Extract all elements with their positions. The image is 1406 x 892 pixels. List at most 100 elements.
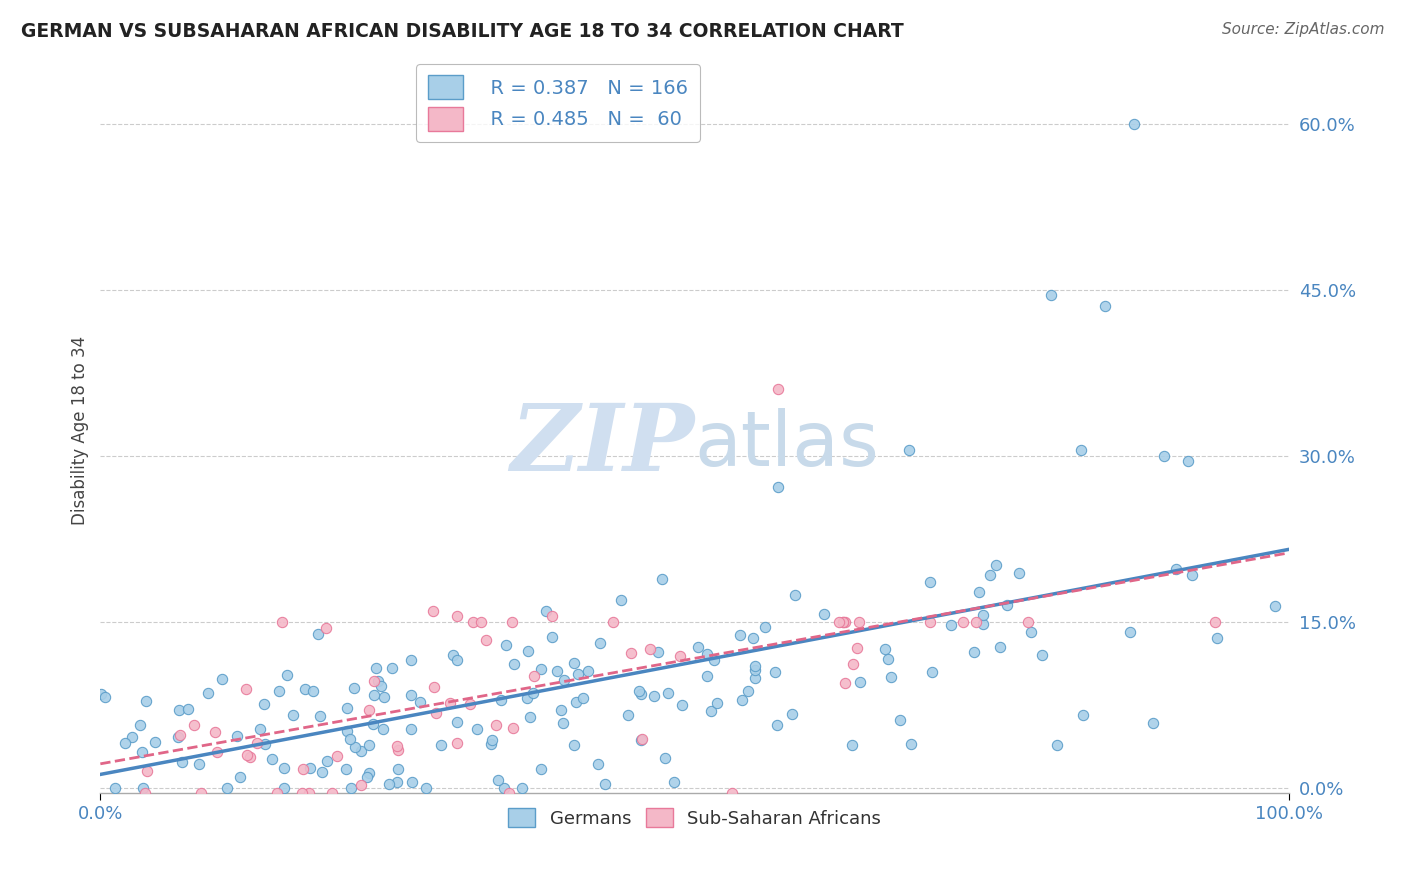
- Point: [381, 661, 404, 675]
- Point: [292, 762, 315, 776]
- Point: [832, 615, 855, 629]
- Point: [273, 780, 295, 795]
- Point: [479, 738, 502, 752]
- Point: [1070, 443, 1092, 458]
- Point: [979, 568, 1001, 582]
- Point: [918, 575, 941, 590]
- Point: [1008, 566, 1031, 580]
- Point: [1017, 615, 1039, 629]
- Point: [630, 733, 652, 747]
- Text: GERMAN VS SUBSAHARAN AFRICAN DISABILITY AGE 18 TO 34 CORRELATION CHART: GERMAN VS SUBSAHARAN AFRICAN DISABILITY …: [21, 22, 904, 41]
- Point: [939, 618, 962, 632]
- Point: [1177, 454, 1199, 468]
- Point: [972, 617, 994, 632]
- Point: [1094, 300, 1116, 314]
- Point: [952, 615, 974, 629]
- Point: [340, 780, 363, 795]
- Text: ZIP: ZIP: [510, 401, 695, 491]
- Point: [565, 695, 588, 709]
- Point: [446, 736, 468, 750]
- Point: [589, 635, 612, 649]
- Point: [546, 665, 568, 679]
- Point: [335, 763, 357, 777]
- Point: [921, 665, 943, 679]
- Point: [967, 584, 990, 599]
- Point: [1071, 707, 1094, 722]
- Point: [364, 661, 387, 675]
- Point: [359, 703, 381, 717]
- Point: [889, 713, 911, 727]
- Point: [370, 679, 392, 693]
- Point: [458, 697, 481, 711]
- Point: [131, 745, 153, 759]
- Point: [1164, 562, 1187, 576]
- Point: [446, 609, 468, 624]
- Point: [567, 666, 589, 681]
- Point: [294, 681, 316, 696]
- Point: [516, 690, 538, 705]
- Point: [169, 702, 191, 716]
- Point: [1046, 738, 1069, 752]
- Point: [962, 645, 984, 659]
- Point: [628, 684, 651, 698]
- Point: [415, 780, 437, 795]
- Point: [1119, 624, 1142, 639]
- Point: [841, 738, 863, 752]
- Point: [475, 633, 498, 648]
- Point: [550, 703, 572, 717]
- Point: [260, 752, 283, 766]
- Point: [143, 734, 166, 748]
- Point: [204, 725, 226, 739]
- Point: [229, 770, 252, 784]
- Point: [1204, 615, 1226, 629]
- Point: [696, 647, 718, 661]
- Point: [363, 688, 385, 702]
- Point: [530, 762, 553, 776]
- Point: [470, 615, 492, 629]
- Point: [235, 747, 257, 762]
- Point: [356, 770, 378, 784]
- Point: [620, 646, 643, 660]
- Point: [1142, 716, 1164, 731]
- Text: atlas: atlas: [695, 409, 880, 483]
- Point: [696, 669, 718, 683]
- Point: [253, 697, 276, 711]
- Point: [359, 765, 381, 780]
- Point: [114, 735, 136, 749]
- Point: [731, 693, 754, 707]
- Point: [271, 615, 294, 629]
- Point: [813, 607, 835, 621]
- Point: [498, 786, 520, 800]
- Point: [299, 761, 322, 775]
- Point: [387, 742, 409, 756]
- Point: [502, 721, 524, 735]
- Point: [170, 755, 193, 769]
- Point: [669, 648, 692, 663]
- Point: [988, 640, 1011, 654]
- Point: [309, 709, 332, 723]
- Point: [920, 615, 942, 629]
- Point: [429, 738, 451, 752]
- Point: [662, 775, 685, 789]
- Point: [1153, 449, 1175, 463]
- Point: [766, 480, 789, 494]
- Point: [651, 572, 673, 586]
- Point: [266, 786, 288, 800]
- Point: [831, 615, 853, 629]
- Point: [422, 604, 444, 618]
- Point: [167, 730, 190, 744]
- Point: [657, 686, 679, 700]
- Point: [373, 690, 395, 705]
- Point: [638, 641, 661, 656]
- Point: [834, 675, 856, 690]
- Point: [766, 383, 789, 397]
- Point: [301, 684, 323, 698]
- Point: [631, 731, 654, 746]
- Point: [834, 615, 856, 629]
- Point: [742, 631, 765, 645]
- Point: [307, 626, 329, 640]
- Point: [378, 777, 401, 791]
- Point: [654, 750, 676, 764]
- Text: Source: ZipAtlas.com: Source: ZipAtlas.com: [1222, 22, 1385, 37]
- Point: [132, 780, 155, 795]
